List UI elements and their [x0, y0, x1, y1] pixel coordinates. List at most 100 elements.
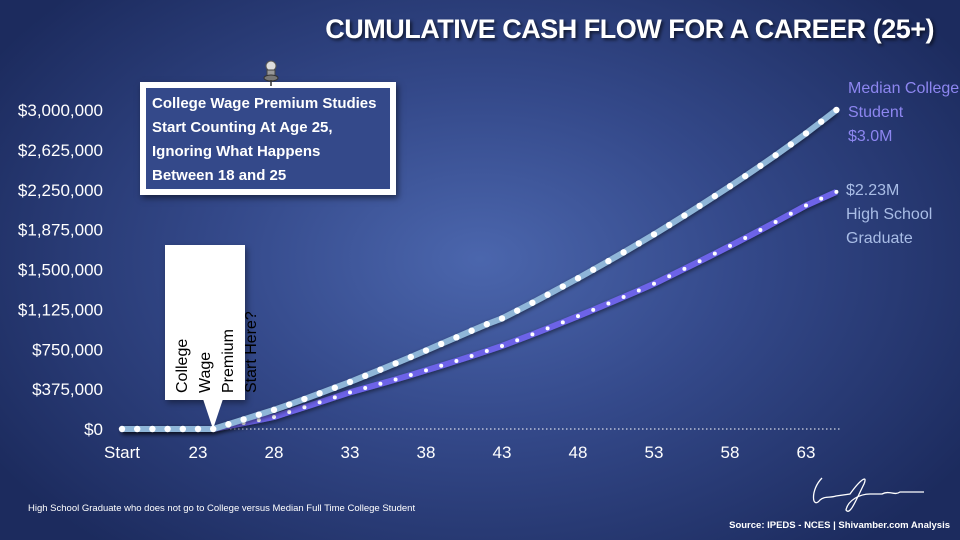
y-tick-label: $1,875,000 [18, 221, 103, 240]
x-tick-label: Start [104, 443, 140, 462]
data-point [834, 189, 839, 194]
data-point [574, 275, 582, 282]
data-point [818, 118, 825, 125]
data-point [256, 418, 261, 423]
y-tick-label: $375,000 [32, 380, 103, 399]
data-point [545, 326, 550, 331]
push-pin-icon [263, 60, 279, 86]
data-point [743, 236, 748, 241]
data-point [606, 301, 611, 306]
x-tick-label: 28 [265, 443, 284, 462]
data-point [696, 202, 703, 210]
callout-line: Wage [197, 351, 214, 393]
data-point [712, 251, 717, 256]
data-point [362, 372, 369, 380]
studies-callout: College Wage Premium Studies Start Count… [140, 82, 396, 195]
y-tick-label: $2,250,000 [18, 181, 103, 200]
data-point [652, 281, 656, 286]
data-point [530, 332, 535, 337]
data-point [498, 315, 506, 322]
premium-start-callout: College Wage Premium Start Here? [165, 245, 260, 400]
data-point [773, 219, 778, 224]
data-point [787, 141, 794, 148]
data-point [469, 354, 474, 359]
data-point [544, 291, 551, 298]
data-point [134, 425, 141, 433]
y-tick-label: $2,625,000 [18, 141, 103, 160]
y-tick-label: $750,000 [32, 340, 103, 359]
data-point [529, 299, 536, 306]
data-point [255, 411, 262, 418]
data-point [301, 395, 308, 403]
data-point [424, 368, 428, 373]
y-tick-label: $3,000,000 [18, 101, 103, 120]
data-point [515, 338, 520, 343]
data-point [650, 231, 658, 238]
data-point [711, 192, 718, 200]
data-point [332, 395, 337, 400]
callout-line: College [174, 338, 191, 393]
hs-label-line: High School [846, 206, 933, 223]
data-point [302, 405, 307, 410]
college-end-value: $3.0M [848, 128, 893, 145]
data-point [346, 378, 354, 386]
source-note: Source: IPEDS - NCES | Shivamber.com Ana… [729, 520, 950, 531]
data-point [287, 409, 292, 414]
data-point [240, 416, 247, 423]
data-point [758, 228, 763, 233]
data-point [270, 406, 278, 414]
data-point [317, 400, 322, 405]
callout-pointer [203, 399, 223, 429]
callout-line: Between 18 and 25 [152, 167, 287, 184]
data-point [560, 320, 565, 325]
data-point [377, 366, 384, 373]
data-point [438, 340, 445, 348]
data-point [468, 327, 475, 334]
hs-label-line: Graduate [846, 230, 913, 247]
data-point [819, 196, 824, 201]
data-point [635, 240, 642, 247]
data-point [363, 386, 368, 391]
callout-line: Ignoring What Happens [152, 143, 321, 160]
y-tick-label: $1,500,000 [18, 261, 103, 280]
data-point [667, 274, 672, 279]
college-series-label: Median College Student $3.0M [848, 77, 959, 149]
callout-line: Premium [220, 328, 237, 393]
data-point [272, 414, 276, 419]
data-point [636, 288, 641, 293]
y-tick-label: $0 [84, 420, 103, 439]
data-point [559, 283, 566, 290]
data-point [453, 334, 460, 341]
data-point [179, 425, 186, 433]
data-point [407, 353, 414, 361]
footnote: High School Graduate who does not go to … [28, 503, 416, 514]
data-point [590, 266, 597, 273]
data-point [454, 358, 459, 363]
data-point [802, 130, 810, 137]
data-point [772, 152, 779, 159]
data-point [621, 295, 626, 300]
data-point [286, 401, 293, 408]
data-point [682, 266, 687, 271]
y-tick-label: $1,125,000 [18, 300, 103, 319]
data-point [681, 212, 688, 219]
data-point [788, 211, 793, 216]
data-point [378, 381, 383, 386]
data-point [393, 377, 398, 382]
data-point [576, 314, 580, 319]
x-tick-label: 33 [341, 443, 360, 462]
x-tick-label: 53 [645, 443, 664, 462]
hs-series-label: $2.23M High School Graduate [846, 179, 932, 251]
x-tick-label: 58 [721, 443, 740, 462]
data-point [194, 425, 202, 433]
x-tick-label: 43 [493, 443, 512, 462]
data-point [225, 421, 232, 428]
data-point [591, 307, 596, 312]
college-label-line: Student [848, 104, 904, 121]
data-point [118, 425, 126, 433]
signature [812, 477, 924, 512]
x-tick-label: 63 [797, 443, 816, 462]
callout-line: Start Counting At Age 25, [152, 119, 333, 136]
data-point [666, 221, 673, 229]
data-point [697, 259, 702, 264]
